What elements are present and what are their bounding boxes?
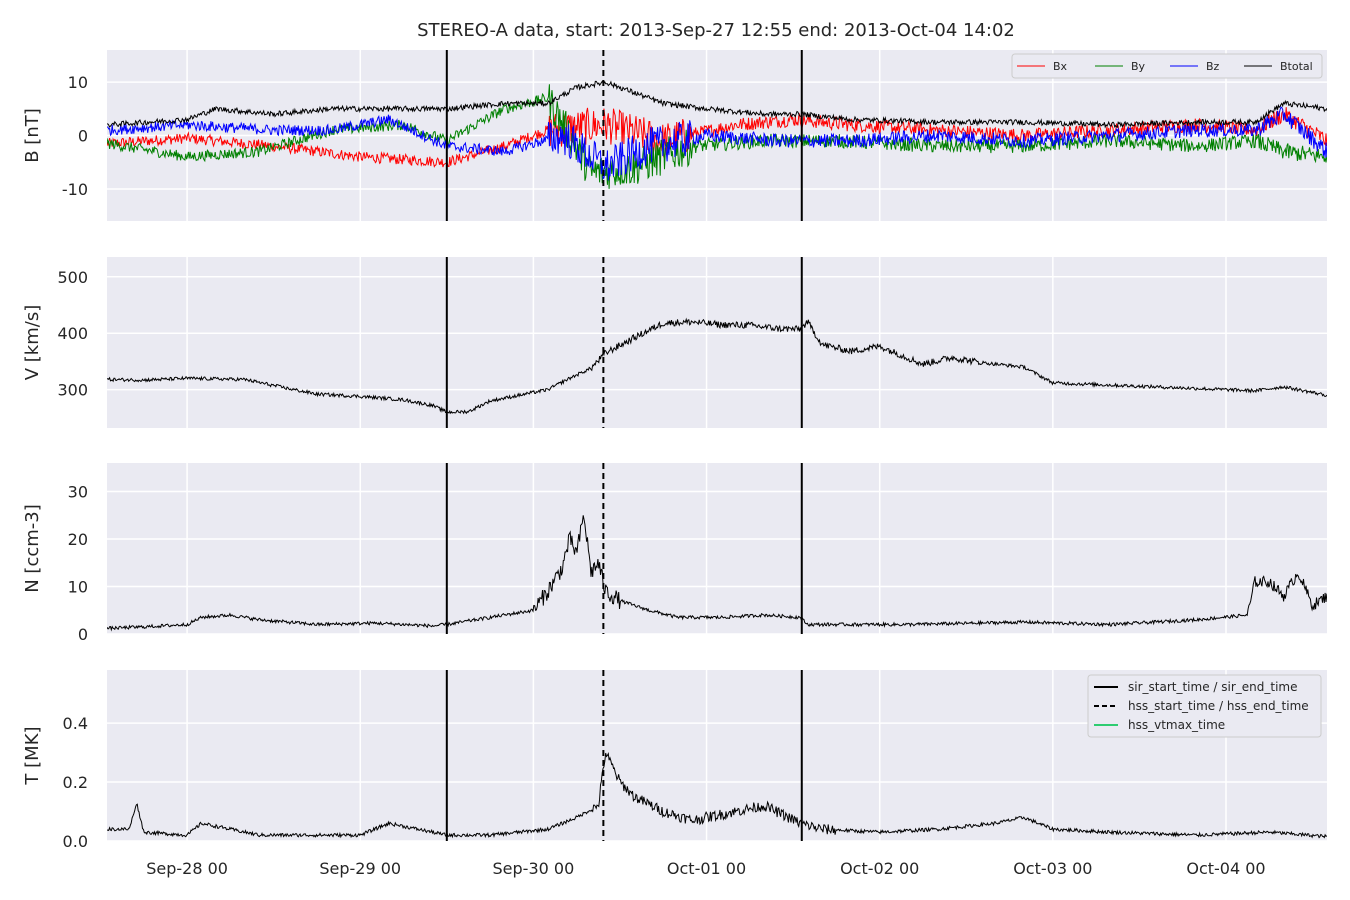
panel-background [107,257,1327,428]
series-group [107,317,1327,415]
chart-title: STEREO-A data, start: 2013-Sep-27 12:55 … [417,20,1015,41]
panel-3: 0.0 0.2 0.4 T [MK] sir_start_time / sir_end_… [22,670,1327,851]
x-tick-label: Oct-02 00 [840,859,919,878]
b-legend-box [1011,53,1323,79]
series-T [107,751,1327,839]
y-tick-label: 0 [78,625,88,644]
legend-label-Bx: Bx [1053,60,1068,73]
y-axis-label: T [MK] [22,726,43,785]
y-tick-label: -10 [62,180,88,199]
y-tick-label: 10 [68,578,88,597]
panel-1: 300 400 500 V [km/s] [22,257,1327,428]
series-group [107,515,1327,632]
y-tick-label: 400 [57,324,88,343]
series-Btotal [107,80,1327,129]
event-legend-box [1087,674,1322,738]
x-tick-label: Sep-30 00 [493,859,575,878]
event-legend-label: hss_start_time / hss_end_time [1128,699,1309,713]
legend-label-By: By [1131,60,1146,73]
panel-2: 0 10 20 30 N [ccm-3] [22,463,1327,644]
x-tick-label: Sep-28 00 [146,859,228,878]
x-tick-label: Oct-01 00 [667,859,746,878]
y-tick-label: 500 [57,268,88,287]
y-tick-label: 0.4 [63,714,88,733]
panel-background [107,463,1327,634]
series-group [107,751,1327,839]
series-Bx [107,107,1327,168]
series-V [107,317,1327,415]
x-tick-label: Oct-03 00 [1013,859,1092,878]
event-legend-label: hss_vtmax_time [1128,718,1225,732]
y-tick-label: 0 [78,127,88,146]
legend-label-Btotal: Btotal [1280,60,1313,73]
y-tick-label: 30 [68,483,88,502]
legend-label-Bz: Bz [1206,60,1220,73]
event-legend: sir_start_time / sir_end_time hss_start_t… [1087,674,1322,738]
y-tick-label: 0.0 [63,832,88,851]
x-tick-label: Oct-04 00 [1186,859,1265,878]
y-axis-label: B [nT] [22,108,43,163]
event-legend-label: sir_start_time / sir_end_time [1128,680,1298,694]
y-tick-label: 300 [57,381,88,400]
y-axis-label: N [ccm-3] [22,504,43,593]
y-axis-label: V [km/s] [22,305,43,380]
series-N [107,515,1327,632]
y-tick-label: 10 [68,73,88,92]
y-tick-label: 0.2 [63,773,88,792]
y-tick-label: 20 [68,530,88,549]
x-tick-label: Sep-29 00 [319,859,401,878]
series-group [107,80,1327,189]
b-legend: Bx By Bz Btotal [1011,53,1323,79]
series-Bz [107,106,1327,181]
panel-0: -10 0 10 B [nT] Bx By Bz Btotal [22,50,1327,221]
